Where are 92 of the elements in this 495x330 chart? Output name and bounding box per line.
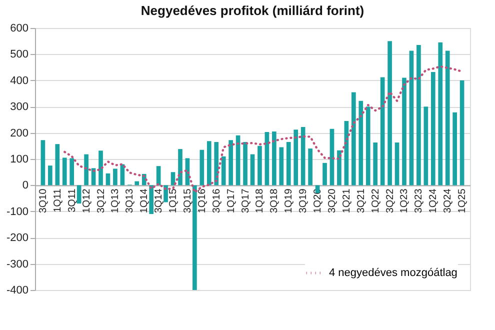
x-tick-label: 3Q16 (211, 188, 222, 214)
bar (337, 150, 342, 186)
bar (279, 147, 284, 186)
x-tick-label: 1Q22 (370, 188, 382, 214)
bar (373, 142, 378, 186)
y-tick-label: 500 (10, 48, 28, 61)
x-tick-label: 1Q13 (110, 188, 122, 214)
x-tick-label: 1Q24 (428, 188, 440, 214)
y-tick-label: 600 (10, 22, 28, 34)
x-tick-label: 1Q12 (81, 188, 92, 214)
bar (228, 140, 233, 186)
bar (134, 181, 140, 186)
x-tick-label: 3Q23 (414, 188, 425, 214)
bar (62, 158, 67, 186)
bar (243, 142, 248, 186)
bar (70, 158, 74, 186)
bar (149, 185, 154, 214)
bar (424, 106, 428, 186)
bar (394, 142, 400, 186)
bar (98, 150, 103, 186)
bar (272, 131, 276, 186)
y-tick-label: 400 (10, 74, 28, 87)
bar (322, 162, 327, 186)
bar (48, 166, 52, 186)
x-tick-label: 3Q15 (182, 188, 194, 214)
bar (409, 50, 414, 186)
bar (214, 142, 219, 186)
bar (380, 77, 385, 186)
x-tick-label: 3Q24 (442, 188, 454, 214)
x-tick-label: 3Q21 (356, 188, 367, 214)
bar (351, 92, 356, 186)
bar (308, 148, 312, 186)
bar (264, 132, 270, 186)
y-tick-label: 0 (22, 180, 28, 192)
bar (402, 78, 406, 186)
bar (250, 154, 255, 186)
x-tick-label: 1Q19 (284, 188, 295, 214)
bar (445, 50, 450, 186)
bar (430, 72, 436, 186)
x-tick-label: 1Q14 (139, 188, 150, 214)
x-tick-label: 1Q17 (226, 188, 237, 214)
bar (84, 154, 88, 186)
y-tick-label: 200 (10, 127, 28, 140)
x-tick-label: 1Q11 (52, 188, 64, 212)
bar (294, 130, 298, 186)
bar (178, 149, 182, 186)
bar (206, 141, 212, 186)
bar (55, 144, 60, 186)
y-tick-label: -400 (6, 284, 28, 296)
bar (452, 112, 457, 186)
bar (164, 185, 168, 202)
bar (460, 80, 464, 186)
bar (300, 127, 306, 186)
x-tick-label: 3Q14 (154, 188, 165, 214)
x-tick-label: 1Q18 (254, 188, 266, 214)
bar (388, 41, 392, 186)
x-tick-label: 3Q10 (38, 188, 49, 214)
bar (106, 173, 110, 186)
x-tick-label: 1Q21 (341, 188, 352, 214)
x-tick-label: 3Q20 (326, 188, 338, 214)
chart-title: Negyedéves profitok (milliárd forint) (140, 3, 364, 18)
x-tick-label: 3Q13 (124, 188, 136, 214)
bar (236, 135, 240, 186)
bar (200, 150, 204, 186)
y-tick-label: -200 (6, 232, 28, 244)
bar (330, 128, 334, 186)
y-tick-label: 300 (10, 101, 28, 114)
x-tick-label: 3Q22 (384, 188, 396, 214)
x-tick-label: 3Q18 (269, 188, 280, 214)
bar (416, 45, 421, 186)
bar (221, 156, 226, 186)
legend-label: 4 negyedéves mozgóátlag (329, 267, 458, 279)
bar (438, 42, 443, 186)
y-tick-label: -300 (6, 258, 28, 270)
bar (286, 142, 291, 186)
x-tick-label: 3Q11 (66, 188, 78, 212)
bar (113, 168, 118, 186)
x-tick-label: 1Q25 (457, 188, 468, 214)
bar (76, 185, 82, 204)
x-tick-label: 1Q23 (399, 188, 410, 214)
bar (40, 140, 46, 186)
x-tick-label: 3Q17 (240, 188, 252, 214)
x-tick-label: 3Q19 (298, 188, 310, 214)
bar (358, 100, 364, 186)
bar (192, 185, 197, 290)
x-tick-label: 1Q16 (196, 188, 208, 214)
bar (366, 106, 370, 186)
x-tick-label: 1Q15 (168, 188, 180, 214)
x-tick-label: 3Q12 (96, 188, 107, 214)
bar (258, 146, 262, 186)
y-tick-label: -100 (6, 206, 28, 218)
y-tick-label: 100 (10, 154, 28, 166)
